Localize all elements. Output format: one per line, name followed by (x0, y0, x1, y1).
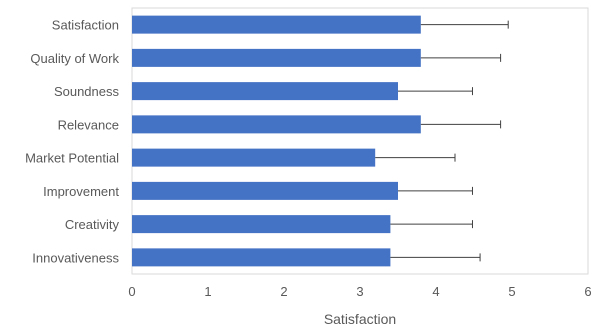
error-bars (375, 20, 509, 262)
plot-area-frame (131, 7, 589, 275)
category-label-improvement: Improvement (43, 184, 119, 199)
category-label-market-potential: Market Potential (25, 151, 119, 166)
error-bar-innovativeness (390, 253, 481, 262)
bar-soundness (132, 82, 398, 101)
x-tick-label: 2 (280, 284, 287, 299)
error-bar-improvement (398, 186, 473, 195)
category-label-soundness: Soundness (54, 84, 120, 99)
category-label-satisfaction: Satisfaction (52, 18, 119, 33)
error-bar-creativity (390, 220, 473, 229)
error-bar-market-potential (375, 153, 456, 162)
bar-creativity (132, 215, 391, 234)
error-bar-quality-of-work (420, 53, 502, 62)
bar-market-potential (132, 148, 376, 167)
category-label-quality-of-work: Quality of Work (30, 51, 119, 66)
x-tick-label: 6 (584, 284, 591, 299)
bar-satisfaction (132, 15, 421, 34)
bar-improvement (132, 181, 398, 200)
x-tick-label: 3 (356, 284, 363, 299)
error-bar-satisfaction (420, 20, 509, 29)
bars (132, 15, 421, 267)
x-tick-labels: 0 1 2 3 4 5 6 (128, 284, 591, 299)
category-label-innovativeness: Innovativeness (32, 250, 119, 265)
x-tick-label: 1 (204, 284, 211, 299)
bar-innovativeness (132, 248, 391, 267)
x-tick-label: 5 (508, 284, 515, 299)
category-labels: Satisfaction Quality of Work Soundness Rele… (25, 18, 119, 266)
x-tick-label: 0 (128, 284, 135, 299)
error-bar-relevance (420, 120, 502, 129)
error-bar-soundness (398, 87, 473, 96)
category-label-relevance: Relevance (58, 117, 119, 132)
x-axis-title: Satisfaction (324, 311, 396, 327)
x-tick-label: 4 (432, 284, 439, 299)
category-label-creativity: Creativity (65, 217, 120, 232)
bar-relevance (132, 115, 421, 134)
bar-quality-of-work (132, 48, 421, 67)
